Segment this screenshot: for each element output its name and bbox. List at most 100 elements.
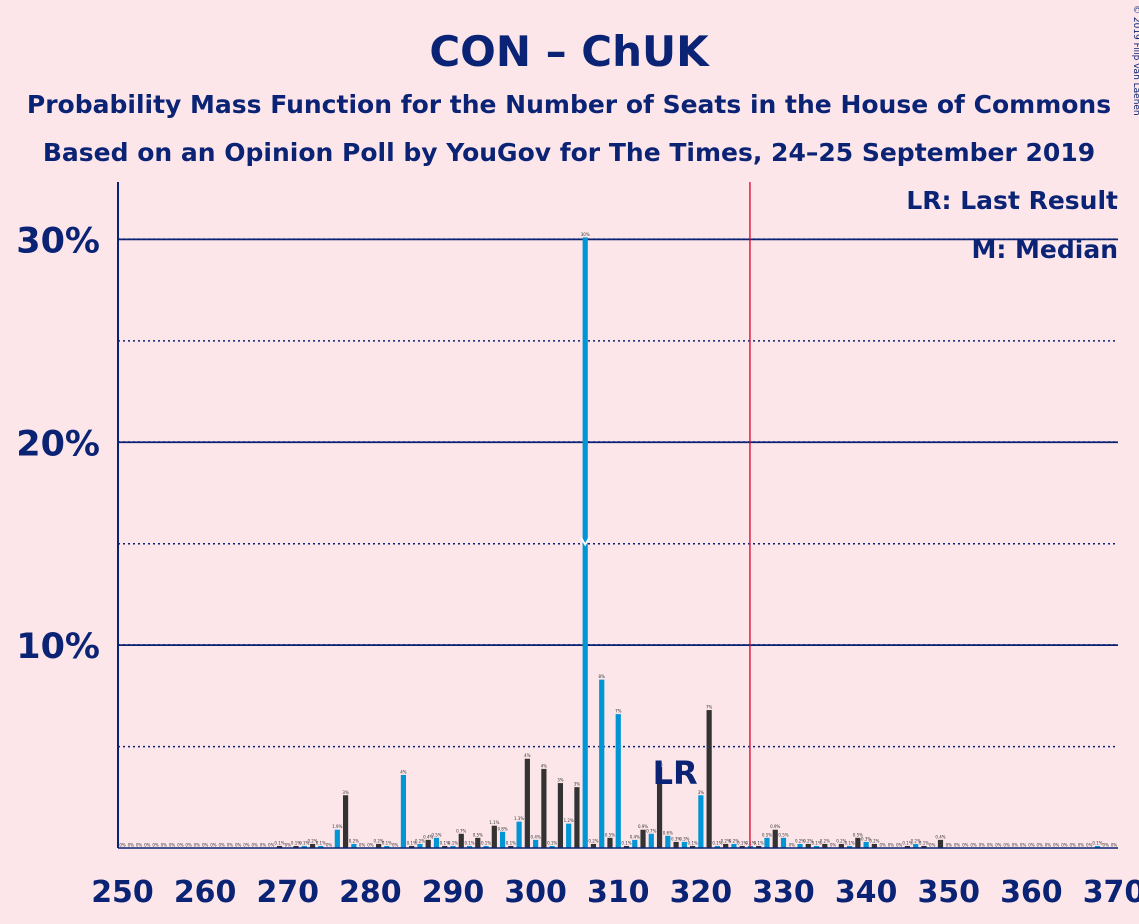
bar-347 (921, 845, 927, 848)
legend-median: M: Median (971, 235, 1118, 264)
bar-319 (690, 845, 696, 848)
bar-label-252: 0% (136, 843, 143, 848)
bar-label-306: 30% (581, 232, 590, 237)
y-tick-label-30: 30% (16, 221, 100, 261)
bar-label-353: 0% (970, 843, 977, 848)
bar-label-288: 0.5% (431, 832, 441, 837)
bar-345 (904, 845, 911, 848)
bar-339 (855, 837, 861, 848)
x-tick-label-300: 300 (504, 875, 567, 910)
bar-label-287: 0.4% (423, 834, 433, 839)
bar-label-328: 0.5% (762, 832, 772, 837)
bar-label-302: 0.1% (547, 840, 557, 845)
bar-303 (557, 783, 564, 848)
bar-321 (706, 710, 712, 848)
median-marker (580, 537, 590, 547)
bar-label-370: 0% (1111, 843, 1118, 848)
bar-label-347: 0.1% (919, 840, 929, 845)
bar-label-310: 7% (615, 709, 622, 714)
bar-label-301: 4% (541, 763, 548, 768)
bars: 0% 0% 0% 0% 0% 0% 0% 0% 0% 0% 0% 0% 0% 0% 0% 0% 0% 0% 0% 0.… (119, 182, 1117, 848)
bar-label-321: 7% (706, 705, 713, 710)
bar-label-330: 0.5% (778, 832, 788, 837)
bar-304 (566, 823, 572, 848)
bar-label-295: 1.1% (489, 820, 499, 825)
bar-label-251: 0% (128, 843, 135, 848)
bar-label-351: 0% (954, 843, 961, 848)
bar-label-278: 0.2% (349, 838, 359, 843)
bar-label-279: 0% (359, 843, 366, 848)
bar-label-305: 3% (574, 782, 581, 787)
bar-274 (318, 845, 324, 848)
bar-label-348: 0% (929, 843, 936, 848)
bar-308 (599, 679, 605, 848)
bar-label-304: 1.2% (564, 818, 574, 823)
bar-284 (400, 774, 407, 848)
bar-label-356: 0% (995, 843, 1002, 848)
bar-label-291: 0.7% (456, 828, 466, 833)
bar-327 (756, 845, 762, 848)
grid-lines (118, 238, 1118, 748)
bar-285 (409, 845, 415, 848)
bar-label-331: 0% (789, 843, 796, 848)
bar-label-360: 0% (1028, 843, 1035, 848)
bar-label-362: 0% (1045, 843, 1052, 848)
x-tick-label-360: 360 (1000, 875, 1063, 910)
bar-294 (483, 845, 489, 848)
bar-label-338: 0.1% (845, 840, 855, 845)
bar-329 (772, 829, 778, 848)
bar-368 (1094, 845, 1101, 848)
bar-label-329: 0.9% (770, 824, 780, 829)
bar-label-334: 0.1% (811, 840, 821, 845)
y-tick-label-10: 10% (16, 627, 100, 667)
x-tick-label-320: 320 (670, 875, 733, 910)
bar-label-253: 0% (144, 843, 151, 848)
bar-300 (533, 839, 539, 848)
bar-label-325: 0.1% (737, 840, 747, 845)
axes: 10% 20% 30% 250 260 270 280 290 300 310 320 330 340 3… (16, 182, 1139, 910)
bar-288 (433, 837, 440, 848)
bar-label-335: 0.2% (820, 838, 830, 843)
bar-label-267: 0% (260, 843, 267, 848)
bar-299 (524, 758, 530, 848)
bar-325 (739, 845, 745, 848)
bar-label-313: 0.9% (638, 824, 648, 829)
bar-337 (838, 843, 844, 848)
bar-label-274: 0.1% (316, 840, 326, 845)
bar-label-349: 0.4% (935, 834, 945, 839)
bar-label-352: 0% (962, 843, 969, 848)
bar-346 (913, 843, 919, 848)
bar-label-332: 0.2% (795, 838, 805, 843)
bar-label-320: 3% (698, 790, 705, 795)
x-tick-label-330: 330 (752, 875, 815, 910)
bar-label-280: 0% (367, 843, 374, 848)
bar-label-294: 0.1% (481, 840, 491, 845)
bar-316 (665, 835, 671, 848)
bar-label-316: 0.6% (663, 830, 673, 835)
bar-271 (293, 845, 299, 848)
bar-label-293: 0.5% (473, 832, 483, 837)
bar-label-285: 0.1% (407, 840, 417, 845)
bar-label-303: 3% (557, 778, 564, 783)
bar-label-283: 0% (392, 843, 399, 848)
bar-272 (301, 845, 307, 848)
bar-label-336: 0% (830, 843, 837, 848)
bar-306 (582, 237, 588, 848)
bar-label-273: 0.2% (307, 838, 317, 843)
bar-305 (574, 787, 580, 848)
bar-label-337: 0.2% (836, 838, 846, 843)
bar-label-292: 0.1% (464, 840, 474, 845)
bar-label-308: 8% (599, 674, 606, 679)
bar-292 (466, 845, 473, 848)
bar-label-312: 0.4% (630, 834, 640, 839)
bar-label-284: 4% (400, 769, 407, 774)
bar-label-257: 0% (177, 843, 184, 848)
bar-311 (623, 845, 630, 848)
bar-label-309: 0.5% (605, 832, 615, 837)
bar-label-327: 0.1% (754, 840, 764, 845)
bar-label-344: 0% (896, 843, 903, 848)
bar-label-314: 0.7% (646, 828, 656, 833)
bar-296 (499, 831, 506, 848)
bar-label-359: 0% (1020, 843, 1027, 848)
bar-label-266: 0% (252, 843, 259, 848)
